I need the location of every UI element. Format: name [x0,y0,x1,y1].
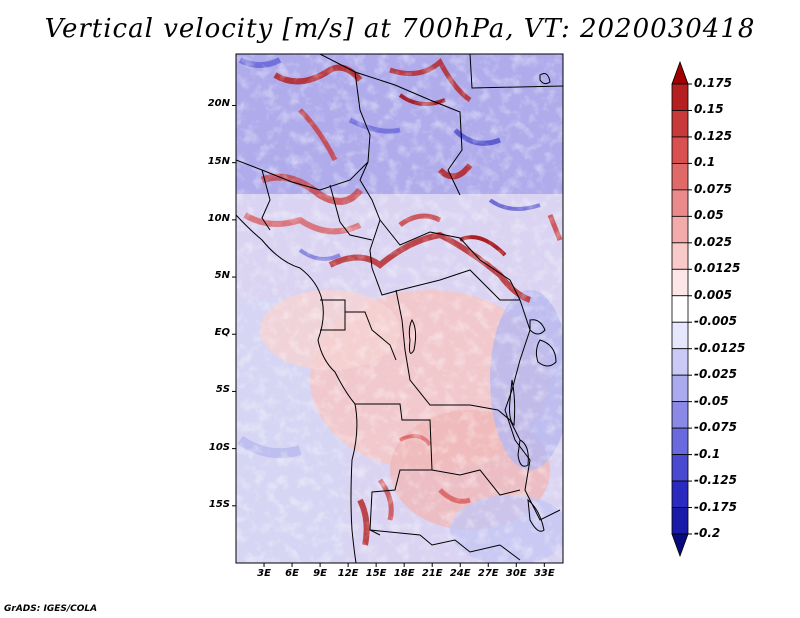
colorbar-bin [671,268,689,297]
colorbar-label: 0.0125 [694,261,741,276]
colorbar [671,60,692,558]
lon-label: 30E [505,568,527,579]
colorbar-bin [671,374,689,403]
lon-label: 3E [257,568,271,579]
colorbar-label: -0.175 [694,499,737,514]
colorbar-label: 0.175 [694,76,732,90]
colorbar-label: -0.005 [694,314,737,329]
colorbar-bin [671,110,689,138]
plot-frame [235,53,564,564]
colorbar-bin [671,454,689,482]
colorbar-label: 0.075 [694,181,732,196]
lat-label: 15S [208,498,230,510]
colorbar-bin [671,295,689,323]
colorbar-label: -0.125 [694,473,737,488]
colorbar-bin [671,348,689,376]
colorbar-label: 0.05 [694,208,724,223]
lon-label: 15E [365,568,387,579]
colorbar-label: 0.005 [694,287,732,302]
colorbar-label: 0.1 [694,155,716,170]
lon-label: 27E [477,568,499,579]
lat-label: 20N [207,98,230,110]
colorbar-label: 0.025 [694,234,732,249]
colorbar-bin [671,427,689,455]
lon-label: 24E [449,568,471,579]
lon-label: 21E [421,568,443,579]
lat-label: 5S [215,384,230,396]
lon-label: 18E [393,568,415,579]
vertical-velocity-field [236,54,563,563]
colorbar-bin [671,242,689,270]
colorbar-label: -0.0125 [694,340,746,355]
lat-label: EQ [214,327,230,339]
colorbar-label: -0.1 [694,446,721,461]
colorbar-bin [671,321,689,350]
colorbar-bin [671,507,689,535]
colorbar-label: -0.2 [694,526,721,540]
colorbar-bin [671,480,689,508]
colorbar-bin [671,163,689,191]
axis-ticks [232,104,545,567]
colorbar-bin [671,401,689,429]
colorbar-label: -0.025 [694,367,737,382]
colorbar-label: 0.125 [694,128,732,143]
colorbar-label: -0.05 [694,393,729,408]
colorbar-label: -0.075 [694,420,737,435]
lon-label: 33E [533,568,555,579]
lon-label: 6E [285,568,299,579]
lat-label: 15N [207,155,230,167]
colorbar-label: 0.15 [694,102,724,117]
colorbar-bin [671,215,689,244]
country-boundaries [236,54,563,563]
lat-label: 10S [208,441,230,453]
colorbar-bin [671,60,689,85]
lon-label: 12E [337,568,359,579]
colorbar-bin [671,83,689,111]
colorbar-bin [671,533,689,558]
map-title: Vertical velocity [m/s] at 700hPa, VT: 2… [44,14,756,44]
footer-credit: GrADS: IGES/COLA [4,604,98,614]
colorbar-bin [671,136,689,164]
lat-label: 10N [207,212,230,224]
lat-label: 5N [214,270,230,282]
colorbar-bin [671,189,689,217]
lon-label: 9E [313,568,327,579]
